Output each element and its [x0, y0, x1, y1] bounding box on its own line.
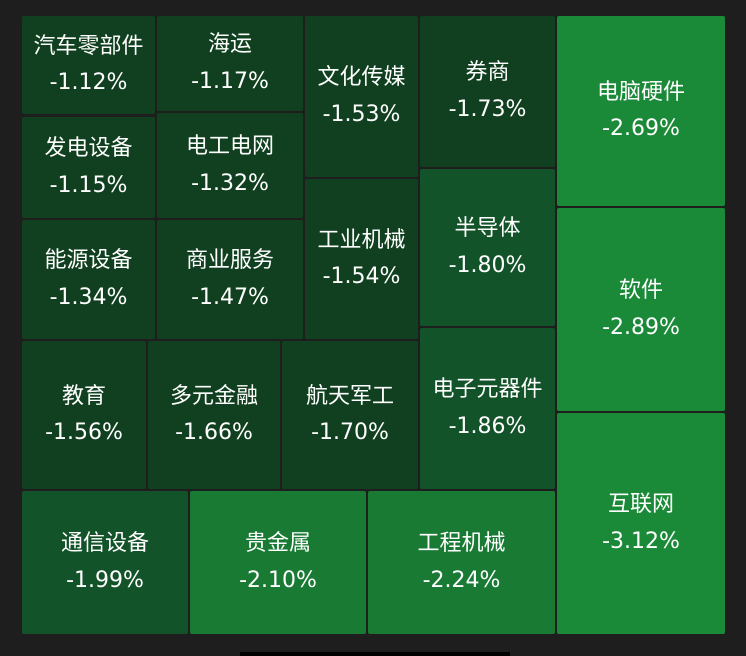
- tile-name: 电工电网: [185, 134, 274, 160]
- tile-change-value: -1.17%: [191, 68, 269, 94]
- tile-change-value: -3.12%: [602, 528, 680, 554]
- tile-name: 贵金属: [244, 531, 311, 557]
- treemap-tile[interactable]: 工业机械 -1.54%: [305, 179, 418, 339]
- tile-change-value: -1.32%: [191, 170, 269, 196]
- home-indicator: [240, 652, 510, 656]
- tile-change-value: -1.70%: [311, 420, 389, 445]
- treemap-tile[interactable]: 工程机械 -2.24%: [368, 491, 555, 634]
- treemap-tile[interactable]: 能源设备 -1.34%: [22, 220, 155, 339]
- treemap-tile[interactable]: 海运 -1.17%: [157, 16, 303, 111]
- treemap-tile[interactable]: 软件 -2.89%: [557, 208, 725, 411]
- tile-change-value: -1.99%: [66, 567, 144, 593]
- tile-name: 发电设备: [44, 136, 133, 162]
- treemap-tile[interactable]: 互联网 -3.12%: [557, 413, 725, 634]
- tile-name: 多元金融: [169, 383, 258, 409]
- tile-change-value: -1.53%: [322, 101, 401, 127]
- tile-name: 商业服务: [185, 248, 274, 274]
- tile-change-value: -2.10%: [239, 567, 317, 593]
- tile-change-value: -1.47%: [191, 284, 269, 310]
- tile-change-value: -1.56%: [45, 420, 123, 445]
- treemap-tile[interactable]: 电脑硬件 -2.69%: [557, 16, 725, 206]
- tile-name: 文化传媒: [317, 65, 406, 91]
- treemap-tile[interactable]: 通信设备 -1.99%: [22, 491, 188, 634]
- tile-name: 工程机械: [417, 531, 506, 557]
- tile-name: 工业机械: [317, 227, 406, 253]
- tile-name: 券商: [465, 60, 510, 86]
- tile-change-value: -1.73%: [448, 96, 527, 122]
- treemap-tile[interactable]: 贵金属 -2.10%: [190, 491, 366, 634]
- treemap-tile[interactable]: 航天军工 -1.70%: [282, 341, 418, 489]
- tile-change-value: -2.69%: [602, 116, 680, 141]
- treemap-tile[interactable]: 电子元器件 -1.86%: [420, 328, 555, 489]
- treemap-tile[interactable]: 文化传媒 -1.53%: [305, 16, 418, 177]
- treemap-tile[interactable]: 多元金融 -1.66%: [148, 341, 280, 489]
- tile-change-value: -1.15%: [49, 172, 128, 198]
- tile-name: 能源设备: [44, 248, 133, 274]
- tile-change-value: -1.66%: [175, 420, 253, 445]
- treemap-tile[interactable]: 汽车零部件 -1.12%: [22, 16, 155, 114]
- tile-name: 教育: [61, 383, 106, 409]
- tile-name: 电子元器件: [432, 377, 543, 403]
- tile-change-value: -1.54%: [322, 264, 401, 289]
- treemap-tile[interactable]: 半导体 -1.80%: [420, 169, 555, 326]
- tile-name: 汽车零部件: [33, 33, 144, 59]
- tile-change-value: -1.80%: [448, 252, 527, 278]
- treemap-tile[interactable]: 教育 -1.56%: [22, 341, 146, 489]
- tile-name: 互联网: [607, 492, 674, 518]
- tile-change-value: -2.24%: [422, 567, 501, 593]
- treemap-tile[interactable]: 发电设备 -1.15%: [22, 117, 155, 218]
- tile-name: 半导体: [454, 216, 521, 242]
- tile-change-value: -1.12%: [49, 70, 128, 95]
- treemap-tile[interactable]: 商业服务 -1.47%: [157, 220, 303, 339]
- tile-name: 电脑硬件: [596, 79, 685, 105]
- tile-change-value: -1.34%: [49, 284, 128, 310]
- tile-change-value: -2.89%: [602, 314, 680, 340]
- tile-name: 通信设备: [60, 531, 149, 557]
- tile-name: 软件: [618, 278, 663, 304]
- treemap-tile[interactable]: 券商 -1.73%: [420, 16, 555, 167]
- treemap-tile[interactable]: 电工电网 -1.32%: [157, 113, 303, 218]
- tile-change-value: -1.86%: [448, 413, 527, 439]
- tile-name: 航天军工: [305, 383, 394, 409]
- tile-name: 海运: [207, 32, 252, 58]
